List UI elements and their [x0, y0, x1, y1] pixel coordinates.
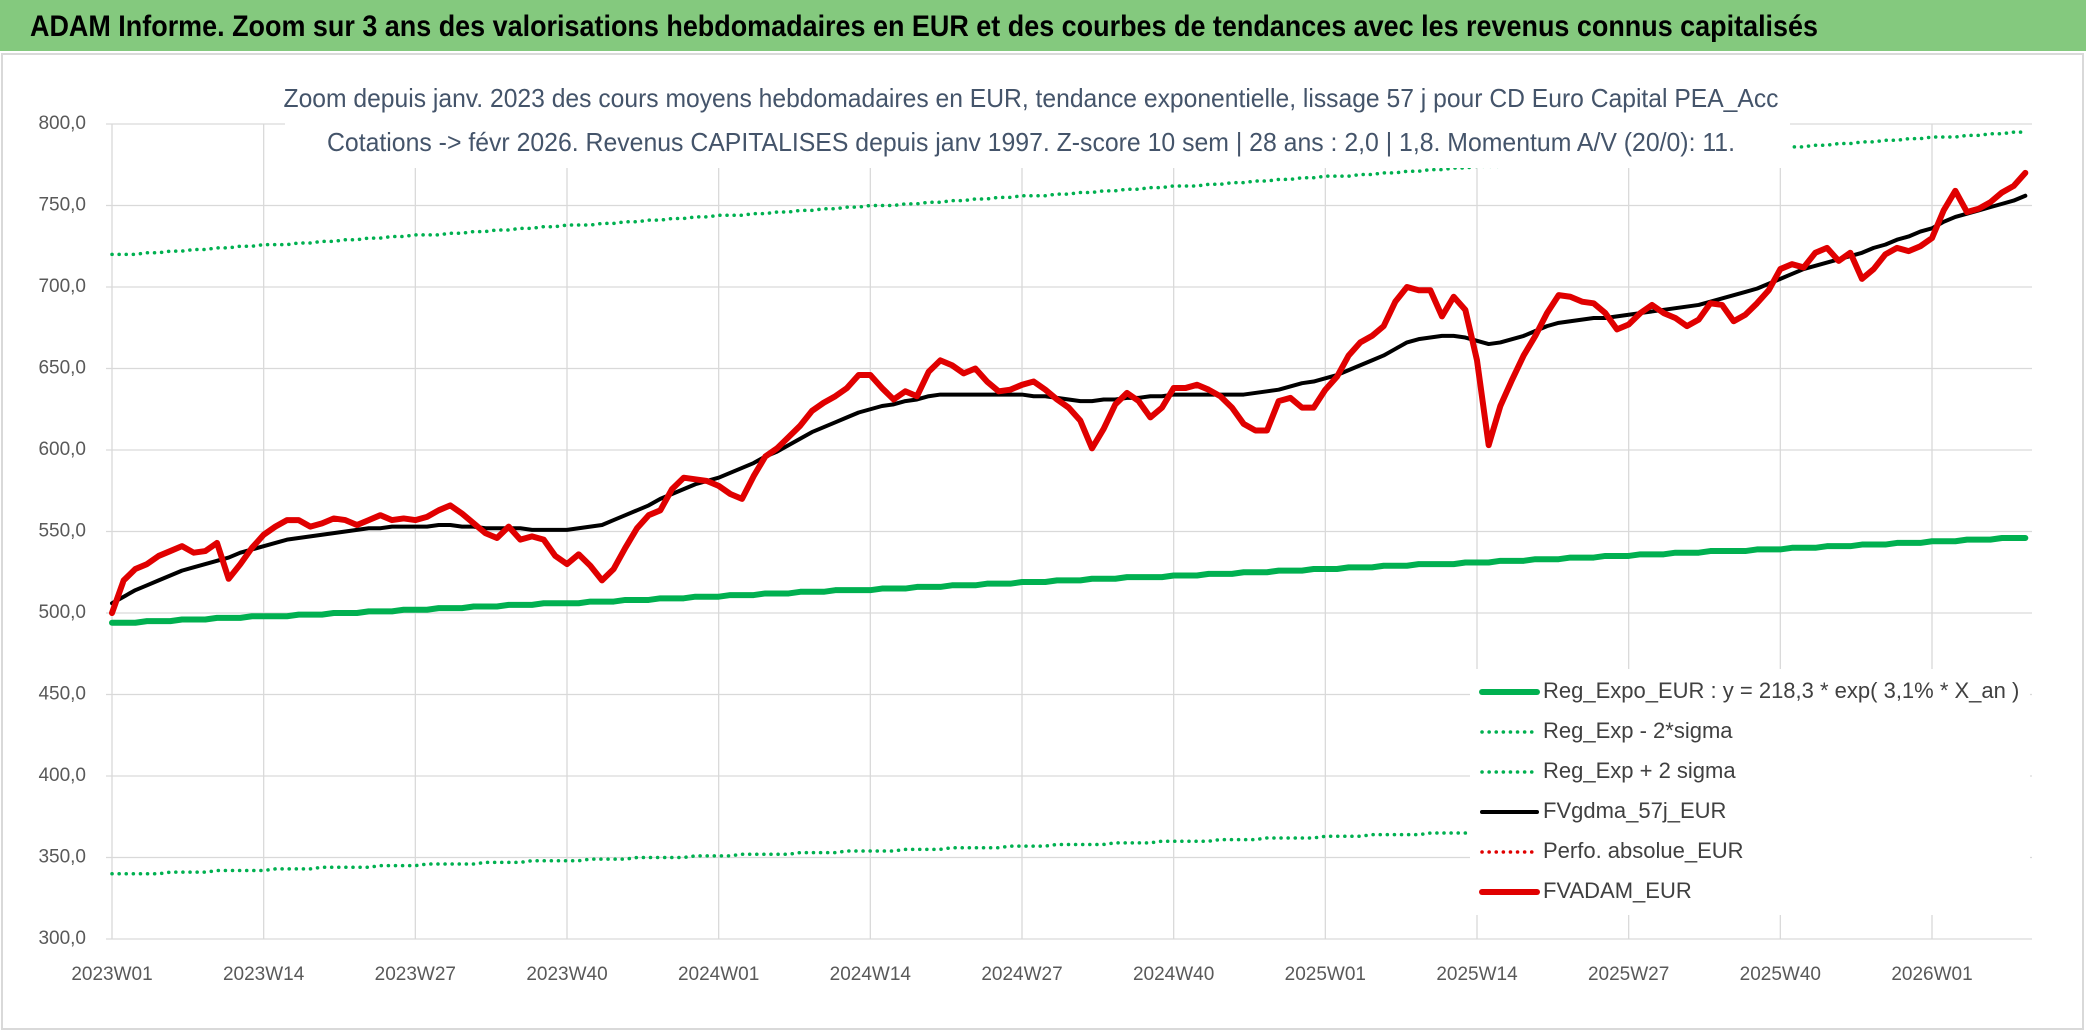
title-bar	[0, 0, 2086, 51]
subtitle: Zoom depuis janv. 2023 des cours moyens …	[284, 83, 1779, 113]
y-tick-label: 650,0	[38, 358, 86, 379]
y-tick-label: 400,0	[38, 765, 86, 786]
x-tick-label: 2023W01	[71, 964, 152, 985]
y-tick-label: 550,0	[38, 521, 86, 542]
x-tick-label: 2024W14	[830, 964, 912, 985]
legend-box	[1470, 669, 2030, 915]
series-line	[109, 535, 2029, 626]
y-tick-label: 800,0	[38, 113, 86, 134]
y-tick-label: 450,0	[38, 684, 86, 705]
x-tick-label: 2024W40	[1133, 964, 1214, 985]
x-tick-label: 2026W01	[1891, 964, 1972, 985]
y-tick-label: 750,0	[38, 195, 86, 216]
chart-title: ADAM Informe. Zoom sur 3 ans des valoris…	[30, 10, 1818, 43]
series-line	[110, 130, 2028, 257]
legend-label: Reg_Exp + 2 sigma	[1543, 758, 1736, 783]
series-line	[109, 169, 2029, 616]
x-tick-label: 2025W14	[1436, 964, 1518, 985]
legend-label: FVgdma_57j_EUR	[1543, 798, 1726, 823]
legend-label: Reg_Exp - 2*sigma	[1543, 718, 1733, 743]
y-tick-label: 600,0	[38, 439, 86, 460]
y-tick-label: 350,0	[38, 847, 86, 868]
subtitle-box	[285, 78, 1790, 168]
x-tick-label: 2024W27	[981, 964, 1062, 985]
series-line	[110, 193, 2028, 606]
x-tick-label: 2023W27	[375, 964, 456, 985]
subtitle: Cotations -> févr 2026. Revenus CAPITALI…	[327, 127, 1735, 157]
y-tick-label: 300,0	[38, 928, 86, 949]
legend-label: FVADAM_EUR	[1543, 878, 1692, 903]
legend: Reg_Expo_EUR : y = 218,3 * exp( 3,1% * X…	[1470, 669, 2030, 915]
y-tick-label: 500,0	[38, 602, 86, 623]
legend-label: Reg_Expo_EUR : y = 218,3 * exp( 3,1% * X…	[1543, 678, 2019, 703]
x-tick-label: 2023W40	[526, 964, 607, 985]
x-tick-label: 2024W01	[678, 964, 759, 985]
x-tick-label: 2025W27	[1588, 964, 1669, 985]
x-tick-label: 2025W01	[1285, 964, 1366, 985]
x-tick-label: 2025W40	[1740, 964, 1821, 985]
legend-label: Perfo. absolue_EUR	[1543, 838, 1744, 863]
x-tick-label: 2023W14	[223, 964, 305, 985]
y-tick-label: 700,0	[38, 276, 86, 297]
